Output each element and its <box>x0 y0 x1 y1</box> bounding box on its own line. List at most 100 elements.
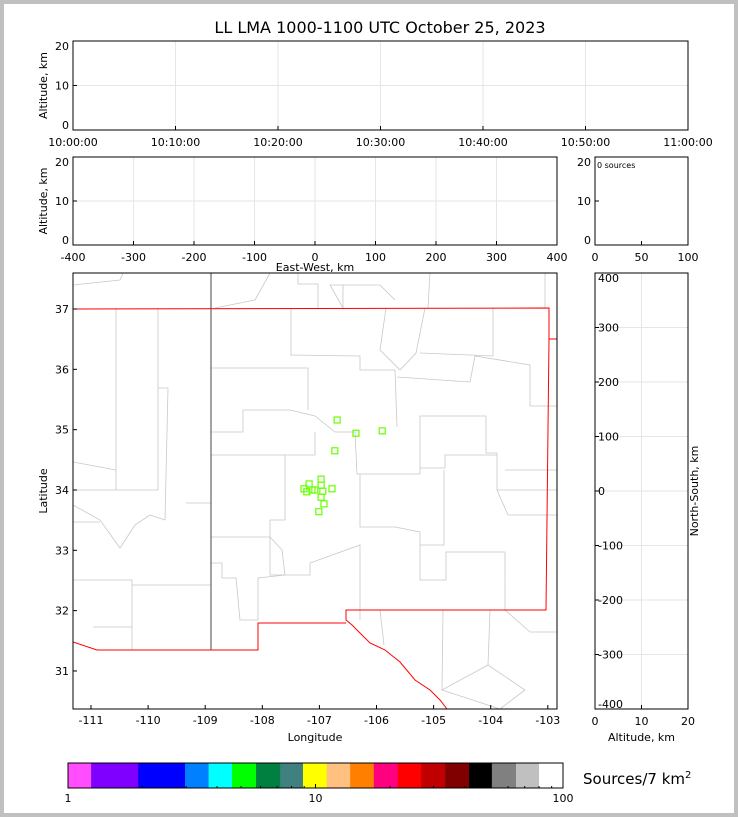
figure-background <box>4 4 734 813</box>
y-tick-label: 35 <box>55 424 69 437</box>
x-tick-label: 10:00:00 <box>48 136 97 149</box>
x-axis-label: Longitude <box>288 731 343 744</box>
colorbar-bin <box>421 763 446 788</box>
colorbar-bin <box>208 763 233 788</box>
county-lines <box>73 273 557 709</box>
x-tick-label: -111 <box>79 714 104 727</box>
y-tick-label: 100 <box>598 431 619 444</box>
y-tick-label: 20 <box>577 156 591 169</box>
colorbar: 1 10 100 <box>65 762 574 805</box>
y-tick-label: -200 <box>598 594 623 607</box>
y-tick-label: 0 <box>584 234 591 247</box>
source-markers <box>300 416 386 516</box>
y-tick-label: 300 <box>598 322 619 335</box>
x-tick-label: 200 <box>426 251 447 264</box>
colorbar-bin <box>232 763 257 788</box>
ew-height-panel: -400 -300 -200 -100 0 100 200 300 400 0 10 20 Altitu… <box>37 156 568 274</box>
x-tick-label: -107 <box>307 714 332 727</box>
histogram-panel: 0 sources 0 50 100 0 10 20 <box>577 156 699 264</box>
x-tick-label: -300 <box>121 251 146 264</box>
y-tick-label: 400 <box>598 272 619 285</box>
x-tick-label: -100 <box>242 251 267 264</box>
mexico-border <box>73 622 346 651</box>
ns-height-panel: 0 10 20 -400 -300 -200 -100 0 100 200 300 400 North-… <box>592 272 702 744</box>
colorbar-bin <box>491 763 517 788</box>
y-axis-label: North-South, km <box>688 446 701 537</box>
colorbar-bin <box>516 763 540 788</box>
colorbar-bin <box>397 763 422 788</box>
y-tick-label: 200 <box>598 376 619 389</box>
colorbar-tick-label: 100 <box>553 792 574 805</box>
colorbar-bin <box>445 763 470 788</box>
y-tick-label: 0 <box>598 485 605 498</box>
colorbar-bin <box>185 763 209 788</box>
x-tick-label: -400 <box>61 251 86 264</box>
y-tick-label: 10 <box>577 195 591 208</box>
x-axis-label: East-West, km <box>276 261 354 274</box>
source-marker <box>315 508 323 516</box>
colorbar-bin <box>326 763 351 788</box>
x-tick-label: 100 <box>365 251 386 264</box>
time-height-panel: 10:00:00 10:10:00 10:20:00 10:30:00 10:40:00… <box>37 40 713 149</box>
y-tick-label: 37 <box>55 303 69 316</box>
x-tick-label: 400 <box>547 251 568 264</box>
figure-title: LL LMA 1000-1100 UTC October 25, 2023 <box>214 18 545 37</box>
x-tick-label: 100 <box>678 251 699 264</box>
x-tick-label: 10:40:00 <box>458 136 507 149</box>
axes-frame <box>72 272 558 710</box>
x-tick-label: 11:00:00 <box>663 136 712 149</box>
x-tick-label: -106 <box>364 714 389 727</box>
x-tick-label: -103 <box>535 714 560 727</box>
x-tick-label: 10:10:00 <box>151 136 200 149</box>
colorbar-bin <box>468 763 493 788</box>
x-tick-label: 10:20:00 <box>253 136 302 149</box>
x-tick-label: 20 <box>681 715 695 728</box>
colorbar-bin <box>91 763 139 788</box>
x-tick-label: -109 <box>193 714 218 727</box>
x-tick-label: 0 <box>592 715 599 728</box>
y-tick-label: -100 <box>598 540 623 553</box>
y-axis-label: Latitude <box>37 468 50 514</box>
y-tick-label: 10 <box>55 195 69 208</box>
colorbar-bin <box>256 763 281 788</box>
colorbar-bin <box>280 763 304 788</box>
x-tick-label: 10:30:00 <box>356 136 405 149</box>
y-tick-label: 10 <box>55 80 69 93</box>
y-axis-label: Altitude, km <box>37 167 50 234</box>
source-marker <box>303 488 311 496</box>
x-tick-label: -105 <box>421 714 446 727</box>
x-tick-label: 50 <box>635 251 649 264</box>
y-tick-label: 0 <box>62 119 69 132</box>
x-tick-label: 10:50:00 <box>561 136 610 149</box>
colorbar-bin <box>302 763 328 788</box>
colorbar-bin <box>68 763 92 788</box>
x-tick-label: 300 <box>486 251 507 264</box>
source-marker <box>333 416 341 424</box>
y-tick-label: 0 <box>62 234 69 247</box>
source-marker <box>320 500 328 508</box>
colorbar-bin <box>350 763 375 788</box>
x-tick-label: -110 <box>136 714 161 727</box>
new-mexico-border <box>73 307 557 709</box>
source-marker <box>311 486 319 494</box>
source-marker <box>317 493 325 501</box>
y-tick-label: 32 <box>55 605 69 618</box>
colorbar-label: Sources/7 km2 <box>583 770 691 788</box>
y-tick-label: 31 <box>55 665 69 678</box>
x-axis-label: Altitude, km <box>608 731 675 744</box>
x-tick-label: 0 <box>312 251 319 264</box>
source-marker <box>328 485 336 493</box>
y-axis-label: Altitude, km <box>37 52 50 119</box>
x-tick-label: -104 <box>478 714 503 727</box>
colorbar-bin <box>539 763 564 788</box>
source-count-annotation: 0 sources <box>597 161 635 170</box>
source-marker <box>331 447 339 455</box>
colorbar-tick-label: 1 <box>65 792 72 805</box>
y-tick-label: 34 <box>55 484 69 497</box>
source-marker <box>378 427 386 435</box>
y-tick-label: 36 <box>55 363 69 376</box>
plan-view-panel: -111 -110 -109 -108 -107 -106 -105 -104 -103 31 32… <box>37 272 560 744</box>
x-tick-label: -108 <box>250 714 275 727</box>
